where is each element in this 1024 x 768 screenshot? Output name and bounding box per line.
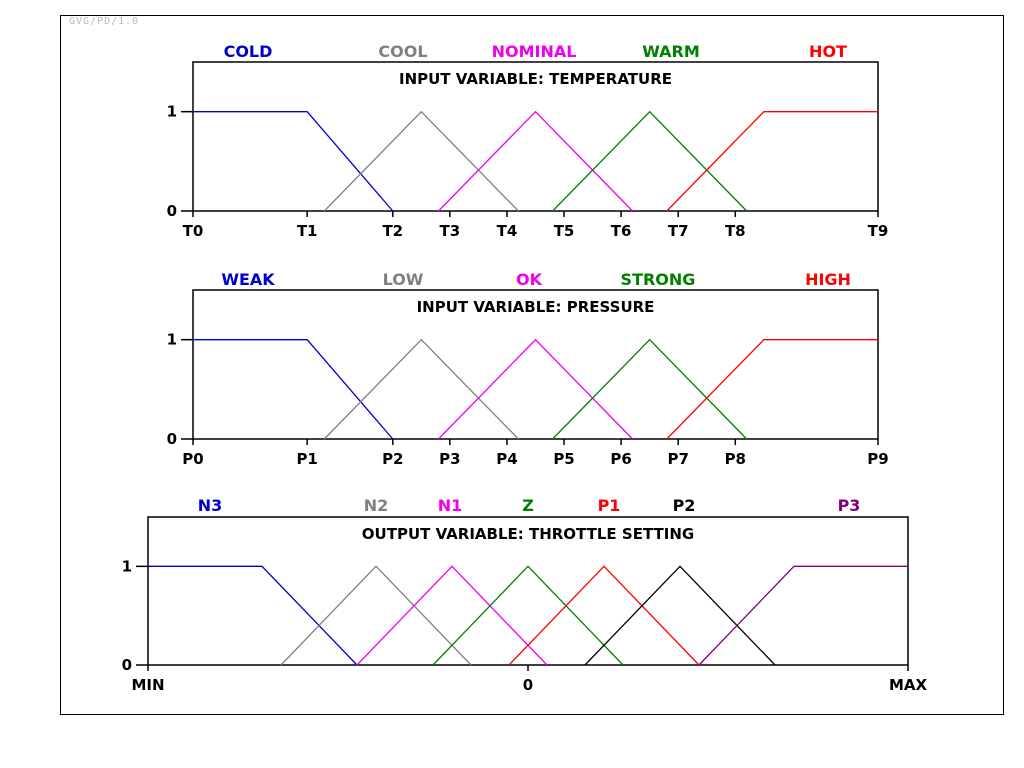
chart-1-x-tick-label-t5: T5 <box>554 222 575 240</box>
chart-2-series-ok <box>439 340 633 439</box>
chart-1-x-tick-label-t4: T4 <box>497 222 518 240</box>
chart-3-legend-p3: P3 <box>838 496 861 515</box>
chart-1-x-tick-label-t9: T9 <box>868 222 889 240</box>
chart-1-series-cold <box>193 112 393 211</box>
chart-1-legend-cold: COLD <box>224 42 273 61</box>
chart-2-legend-strong: STRONG <box>621 270 696 289</box>
chart-1-title: INPUT VARIABLE: TEMPERATURE <box>399 70 672 88</box>
chart-1-x-tick-label-t3: T3 <box>440 222 461 240</box>
chart-2-y-tick-label-1: 1 <box>167 331 177 349</box>
chart-3-x-tick-label-max: MAX <box>889 676 928 694</box>
chart-2-x-tick-label-p4: P4 <box>496 450 517 468</box>
chart-3-legend-n3: N3 <box>198 496 223 515</box>
chart-3-legend-z: Z <box>522 496 534 515</box>
chart-2-legend-low: LOW <box>383 270 424 289</box>
chart-3-series-n3 <box>148 566 357 665</box>
chart-2-legend-high: HIGH <box>805 270 851 289</box>
chart-1-legend-nominal: NOMINAL <box>492 42 577 61</box>
chart-2-x-tick-label-p5: P5 <box>553 450 574 468</box>
chart-1-x-tick-label-t1: T1 <box>297 222 318 240</box>
chart-2-series-low <box>324 340 518 439</box>
chart-2-x-tick-label-p3: P3 <box>439 450 460 468</box>
chart-3-legend-p2: P2 <box>673 496 696 515</box>
chart-2-legend-ok: OK <box>516 270 543 289</box>
chart-2-x-tick-label-p6: P6 <box>610 450 631 468</box>
chart-2-x-tick-label-p1: P1 <box>296 450 317 468</box>
chart-3-legend-p1: P1 <box>598 496 621 515</box>
chart-2-title: INPUT VARIABLE: PRESSURE <box>417 298 655 316</box>
chart-3-series-p1 <box>509 566 699 665</box>
chart-1-series-cool <box>324 112 518 211</box>
chart-3-x-tick-label-min: MIN <box>131 676 164 694</box>
chart-3-legend-n2: N2 <box>364 496 389 515</box>
chart-1-y-tick-label-0: 0 <box>167 202 177 220</box>
chart-1-x-tick-label-t2: T2 <box>382 222 403 240</box>
chart-3-y-tick-label-1: 1 <box>122 557 132 575</box>
chart-2-series-weak <box>193 340 393 439</box>
chart-3-series-n1 <box>357 566 547 665</box>
chart-1-legend-hot: HOT <box>809 42 847 61</box>
chart-1-legend-cool: COOL <box>378 42 427 61</box>
chart-3-x-tick-label-0: 0 <box>523 676 533 694</box>
chart-2-series-strong <box>553 340 747 439</box>
chart-2-x-tick-label-p9: P9 <box>867 450 888 468</box>
chart-3-series-z <box>433 566 623 665</box>
chart-1-x-tick-label-t0: T0 <box>183 222 204 240</box>
chart-2-x-tick-label-p8: P8 <box>725 450 746 468</box>
chart-3-legend-n1: N1 <box>438 496 463 515</box>
chart-2-x-tick-label-p2: P2 <box>382 450 403 468</box>
chart-3-y-tick-label-0: 0 <box>122 656 132 674</box>
chart-1-x-tick-label-t6: T6 <box>611 222 632 240</box>
chart-1-series-nominal <box>439 112 633 211</box>
chart-2-x-tick-label-p0: P0 <box>182 450 203 468</box>
chart-1-x-tick-label-t7: T7 <box>668 222 689 240</box>
chart-3-series-p3 <box>699 566 908 665</box>
chart-1-series-warm <box>553 112 747 211</box>
chart-2-y-tick-label-0: 0 <box>167 430 177 448</box>
chart-1-legend-warm: WARM <box>642 42 700 61</box>
chart-1-y-tick-label-1: 1 <box>167 103 177 121</box>
chart-3-title: OUTPUT VARIABLE: THROTTLE SETTING <box>362 525 694 543</box>
chart-2-x-tick-label-p7: P7 <box>667 450 688 468</box>
chart-2-legend-weak: WEAK <box>221 270 275 289</box>
chart-1-x-tick-label-t8: T8 <box>725 222 746 240</box>
